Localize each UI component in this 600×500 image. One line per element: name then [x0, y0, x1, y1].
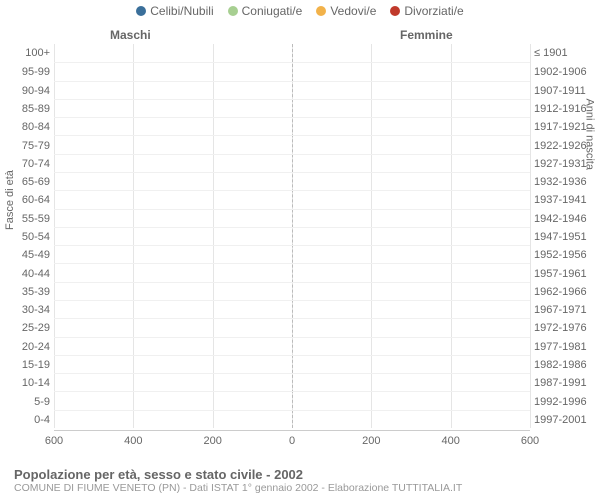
birth-year-label: 1902-1906 [534, 66, 594, 78]
birth-year-label: 1967-1971 [534, 304, 594, 316]
birth-year-label: 1987-1991 [534, 377, 594, 389]
birth-year-label: 1982-1986 [534, 359, 594, 371]
column-title-males: Maschi [110, 28, 151, 42]
age-row: 80-841917-1921 [54, 117, 530, 136]
age-row: 85-891912-1916 [54, 99, 530, 118]
birth-year-label: 1917-1921 [534, 121, 594, 133]
legend: Celibi/Nubili Coniugati/e Vedovi/e Divorzia… [0, 4, 600, 18]
age-label: 15-19 [10, 359, 50, 371]
column-title-females: Femmine [400, 28, 453, 42]
legend-item: Coniugati/e [228, 4, 303, 18]
age-row: 40-441957-1961 [54, 263, 530, 282]
chart-subtitle: COMUNE DI FIUME VENETO (PN) - Dati ISTAT… [14, 482, 590, 494]
age-label: 35-39 [10, 286, 50, 298]
x-tick: 200 [362, 435, 380, 447]
birth-year-label: 1922-1926 [534, 140, 594, 152]
age-label: 25-29 [10, 322, 50, 334]
birth-year-label: 1992-1996 [534, 396, 594, 408]
age-label: 80-84 [10, 121, 50, 133]
age-label: 40-44 [10, 268, 50, 280]
birth-year-label: 1947-1951 [534, 231, 594, 243]
age-row: 100+≤ 1901 [54, 44, 530, 62]
birth-year-label: 1927-1931 [534, 158, 594, 170]
x-axis: 6004002000200400600 [54, 430, 530, 431]
age-label: 10-14 [10, 377, 50, 389]
legend-item: Celibi/Nubili [136, 4, 213, 18]
birth-year-label: 1962-1966 [534, 286, 594, 298]
birth-year-label: 1907-1911 [534, 85, 594, 97]
age-label: 5-9 [10, 396, 50, 408]
age-label: 55-59 [10, 213, 50, 225]
birth-year-label: 1952-1956 [534, 249, 594, 261]
x-tick: 200 [203, 435, 221, 447]
birth-year-label: ≤ 1901 [534, 47, 594, 59]
birth-year-label: 1977-1981 [534, 341, 594, 353]
x-tick: 600 [45, 435, 63, 447]
age-row: 35-391962-1966 [54, 282, 530, 301]
age-row: 20-241977-1981 [54, 337, 530, 356]
age-label: 0-4 [10, 414, 50, 426]
x-tick: 400 [124, 435, 142, 447]
age-row: 65-691932-1936 [54, 172, 530, 191]
age-label: 85-89 [10, 103, 50, 115]
age-row: 70-741927-1931 [54, 154, 530, 173]
legend-dot [228, 6, 238, 16]
age-row: 30-341967-1971 [54, 300, 530, 319]
age-label: 95-99 [10, 66, 50, 78]
plot-area: 100+≤ 190195-991902-190690-941907-191185… [54, 44, 530, 428]
legend-item: Vedovi/e [316, 4, 376, 18]
age-row: 90-941907-1911 [54, 81, 530, 100]
age-label: 75-79 [10, 140, 50, 152]
legend-label: Coniugati/e [242, 4, 303, 18]
age-row: 5-91992-1996 [54, 391, 530, 410]
age-row: 55-591942-1946 [54, 209, 530, 228]
legend-label: Vedovi/e [330, 4, 376, 18]
age-row: 75-791922-1926 [54, 135, 530, 154]
age-label: 20-24 [10, 341, 50, 353]
footer: Popolazione per età, sesso e stato civil… [14, 467, 590, 494]
age-row: 60-641937-1941 [54, 190, 530, 209]
age-label: 50-54 [10, 231, 50, 243]
population-pyramid-chart: Celibi/Nubili Coniugati/e Vedovi/e Divorzia… [0, 0, 600, 500]
chart-title: Popolazione per età, sesso e stato civil… [14, 467, 590, 482]
age-row: 95-991902-1906 [54, 62, 530, 81]
legend-dot [390, 6, 400, 16]
birth-year-label: 1937-1941 [534, 194, 594, 206]
legend-label: Celibi/Nubili [150, 4, 213, 18]
legend-dot [136, 6, 146, 16]
age-label: 30-34 [10, 304, 50, 316]
grid-line [530, 44, 531, 428]
age-row: 50-541947-1951 [54, 227, 530, 246]
birth-year-label: 1912-1916 [534, 103, 594, 115]
x-tick: 0 [289, 435, 295, 447]
x-tick: 400 [441, 435, 459, 447]
birth-year-label: 1932-1936 [534, 176, 594, 188]
age-row: 25-291972-1976 [54, 318, 530, 337]
age-label: 100+ [10, 47, 50, 59]
legend-dot [316, 6, 326, 16]
age-row: 0-41997-2001 [54, 410, 530, 429]
age-label: 45-49 [10, 249, 50, 261]
age-row: 45-491952-1956 [54, 245, 530, 264]
age-label: 65-69 [10, 176, 50, 188]
birth-year-label: 1972-1976 [534, 322, 594, 334]
birth-year-label: 1942-1946 [534, 213, 594, 225]
birth-year-label: 1957-1961 [534, 268, 594, 280]
age-row: 15-191982-1986 [54, 355, 530, 374]
age-row: 10-141987-1991 [54, 373, 530, 392]
rows: 100+≤ 190195-991902-190690-941907-191185… [54, 44, 530, 428]
legend-label: Divorziati/e [404, 4, 463, 18]
age-label: 60-64 [10, 194, 50, 206]
legend-item: Divorziati/e [390, 4, 463, 18]
x-tick: 600 [521, 435, 539, 447]
age-label: 90-94 [10, 85, 50, 97]
birth-year-label: 1997-2001 [534, 414, 594, 426]
age-label: 70-74 [10, 158, 50, 170]
